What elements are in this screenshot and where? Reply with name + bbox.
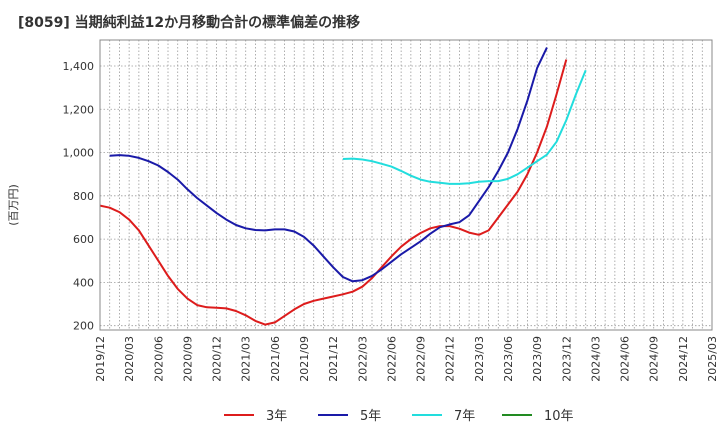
x-tick-label: 2022/06	[385, 336, 398, 382]
x-tick-label: 2020/09	[181, 336, 194, 382]
series-line-3年	[99, 59, 568, 326]
x-tick-label: 2022/03	[356, 336, 369, 382]
y-tick-label: 1,400	[63, 60, 95, 73]
legend-label: 10年	[544, 409, 574, 424]
legend: 3年 5年 7年 10年	[224, 409, 574, 424]
y-tick-label: 800	[73, 190, 94, 203]
chart-title: [8059] 当期純利益12か月移動合計の標準偏差の推移	[18, 14, 360, 31]
series-line-7年	[342, 69, 587, 185]
y-tick-label: 200	[73, 320, 94, 333]
x-tick-label: 2020/06	[152, 336, 165, 382]
x-tick-label: 2021/03	[240, 336, 253, 382]
y-tick-label: 1,200	[63, 103, 95, 116]
x-tick-label: 2024/06	[619, 336, 632, 382]
grid	[100, 40, 712, 330]
x-tick-label: 2024/12	[677, 336, 690, 382]
plot-frame	[99, 39, 713, 331]
x-tick-label: 2024/09	[648, 336, 661, 382]
x-axis-ticks: 2019/12 2020/03 2020/06 2020/09 2020/12 2021/…	[94, 336, 719, 382]
x-tick-label: 2020/03	[123, 336, 136, 382]
legend-label: 7年	[454, 409, 475, 424]
legend-label: 5年	[360, 409, 381, 424]
y-axis-label: (百万円)	[7, 184, 20, 226]
legend-label: 3年	[266, 409, 287, 424]
x-tick-label: 2024/03	[589, 336, 602, 382]
series-lines	[99, 47, 587, 326]
x-tick-label: 2023/12	[560, 336, 573, 382]
y-tick-label: 1,000	[63, 147, 95, 160]
x-tick-label: 2020/12	[211, 336, 224, 382]
x-tick-label: 2023/03	[473, 336, 486, 382]
x-tick-label: 2019/12	[94, 336, 107, 382]
y-axis-ticks: 200 400 600 800 1,000 1,200 1,400	[63, 60, 95, 333]
y-tick-label: 600	[73, 233, 94, 246]
x-tick-label: 2021/09	[298, 336, 311, 382]
x-tick-label: 2021/12	[327, 336, 340, 382]
x-tick-label: 2021/06	[269, 336, 282, 382]
x-tick-label: 2022/12	[444, 336, 457, 382]
x-tick-label: 2023/09	[531, 336, 544, 382]
x-tick-label: 2025/03	[706, 336, 719, 382]
y-tick-label: 400	[73, 276, 94, 289]
x-tick-label: 2022/09	[415, 336, 428, 382]
series-line-5年	[109, 47, 548, 283]
x-tick-label: 2023/06	[502, 336, 515, 382]
